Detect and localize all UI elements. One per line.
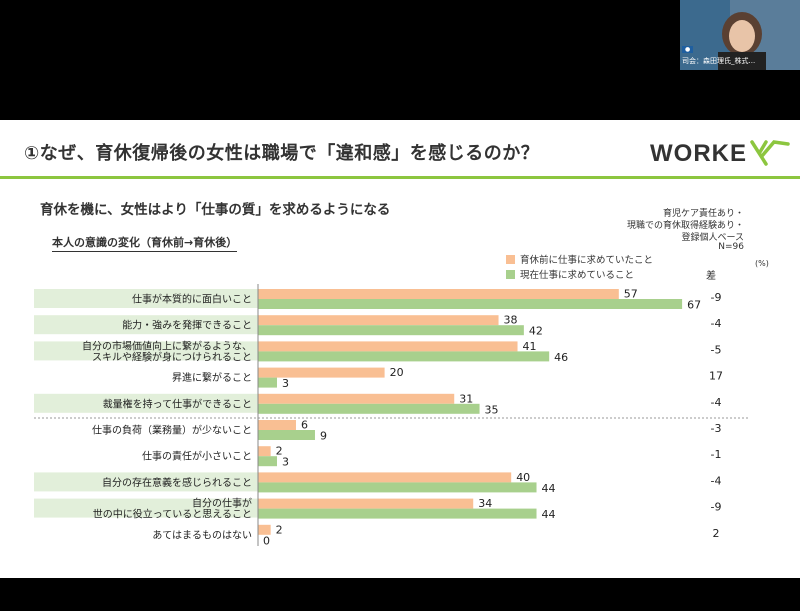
diff-value: 17 <box>709 370 723 383</box>
diff-value: 2 <box>713 527 720 540</box>
data-label-after: 46 <box>554 351 568 364</box>
data-label-after: 35 <box>485 403 499 416</box>
diff-value: -4 <box>711 396 722 409</box>
category-highlight <box>34 472 258 492</box>
legend-after: 現在仕事に求めていること <box>506 267 634 281</box>
category-label: 自分の存在意義を感じられること <box>102 476 252 489</box>
category-label: 仕事が本質的に面白いこと <box>132 293 252 306</box>
data-label-after: 67 <box>687 299 701 312</box>
bar-before <box>258 420 296 430</box>
data-label-before: 2 <box>276 445 283 458</box>
data-label-before: 40 <box>516 471 530 484</box>
legend-swatch-before <box>506 255 515 264</box>
bar-after <box>258 325 524 336</box>
bar-after <box>258 403 480 414</box>
video-badge: ● <box>682 46 694 53</box>
category-label: 裁量権を持って仕事ができること <box>103 397 252 410</box>
bar-before <box>258 524 271 535</box>
bar-after <box>258 508 537 519</box>
category-highlight <box>34 315 258 335</box>
slide-title: ①なぜ、育休復帰後の女性は職場で「違和感」を感じるのか？ <box>24 143 540 164</box>
category-label: 能力・強みを発揮できること <box>122 319 252 332</box>
category-label: 昇進に繋がること <box>172 371 252 384</box>
category-label: 自分の市場価値向上に繋がるような、 <box>82 339 252 352</box>
category-label: あてはまるものはない <box>152 529 252 541</box>
bar-after <box>258 377 277 388</box>
sample-note-3: 登録個人ベース <box>681 233 744 243</box>
data-label-before: 2 <box>276 523 283 536</box>
category-highlight <box>34 289 258 308</box>
diff-value: -3 <box>711 422 722 435</box>
bar-after <box>258 482 537 493</box>
category-highlight <box>34 341 258 361</box>
category-label: 仕事の負荷（業務量）が少ないこと <box>92 424 252 437</box>
category-label: 自分の仕事が <box>192 497 252 510</box>
bar-before <box>258 393 455 404</box>
slide-subtitle: 育休を機に、女性はより「仕事の質」を求めるようになる <box>40 202 391 218</box>
category-highlight <box>34 498 258 518</box>
unit-label: (%) <box>755 259 769 268</box>
diff-column-header: 差 <box>706 271 716 282</box>
diff-value: -9 <box>711 501 722 514</box>
bar-before <box>258 367 385 378</box>
legend-label-before: 育休前に仕事に求めていたこと <box>520 255 654 266</box>
data-label-before: 20 <box>390 366 404 379</box>
bar-after <box>258 351 550 362</box>
bar-before <box>258 446 271 457</box>
video-caption: 司会：森田理氏_株式... <box>682 57 756 65</box>
bar-before <box>258 498 474 509</box>
workex-logo: WORKE <box>650 140 790 167</box>
diff-value: -4 <box>711 474 722 487</box>
legend-swatch-after <box>506 270 515 279</box>
data-label-before: 34 <box>478 497 492 510</box>
diff-value: -4 <box>711 317 722 330</box>
bar-before <box>258 315 499 326</box>
data-label-after: 44 <box>542 482 556 495</box>
data-label-before: 38 <box>504 314 518 327</box>
bar-after <box>258 430 315 440</box>
bar-before <box>258 341 518 352</box>
diff-value: -1 <box>711 448 722 461</box>
data-label-after: 42 <box>529 325 543 338</box>
diff-value: -9 <box>711 291 722 304</box>
data-label-before: 41 <box>523 340 537 353</box>
legend-label-after: 現在仕事に求めていること <box>520 270 635 281</box>
participant-video-thumbnail[interactable]: ● 司会：森田理氏_株式... <box>680 0 800 70</box>
section-heading: 本人の意識の変化（育休前→育休後） <box>52 234 238 252</box>
title-divider <box>0 176 800 179</box>
data-label-after: 44 <box>542 508 556 521</box>
data-label-before: 31 <box>459 392 473 405</box>
bar-chart: 仕事が本質的に面白いこと 57 67 -9 能力・強みを発揮できること 38 42 -4 自分の… <box>34 284 748 547</box>
bar-after <box>258 456 277 467</box>
bar-before <box>258 289 619 299</box>
presentation-slide: ①なぜ、育休復帰後の女性は職場で「違和感」を感じるのか？ WORKE 育休を機に… <box>0 120 800 578</box>
sample-size: N=96 <box>718 242 744 252</box>
data-label-after: 3 <box>282 456 289 469</box>
data-label-before: 57 <box>624 288 638 301</box>
data-label-before: 6 <box>301 419 308 432</box>
svg-text:WORKE: WORKE <box>650 140 747 167</box>
bar-before <box>258 472 512 483</box>
data-label-after: 9 <box>320 430 327 443</box>
bar-after <box>258 299 683 309</box>
category-label: 仕事の責任が小さいこと <box>142 450 252 463</box>
sample-note-1: 育児ケア責任あり・ <box>662 209 744 219</box>
participant-portrait <box>680 0 800 70</box>
category-label: 世の中に役立っていると思えること <box>93 508 252 521</box>
legend-before: 育休前に仕事に求めていたこと <box>506 252 653 266</box>
diff-value: -5 <box>711 343 722 356</box>
sample-note-2: 現職での育休取得経験あり・ <box>626 221 744 231</box>
category-highlight <box>34 393 258 413</box>
data-label-after: 0 <box>263 534 270 547</box>
category-label: スキルや経験が身につけられること <box>92 350 252 363</box>
data-label-after: 3 <box>282 377 289 390</box>
